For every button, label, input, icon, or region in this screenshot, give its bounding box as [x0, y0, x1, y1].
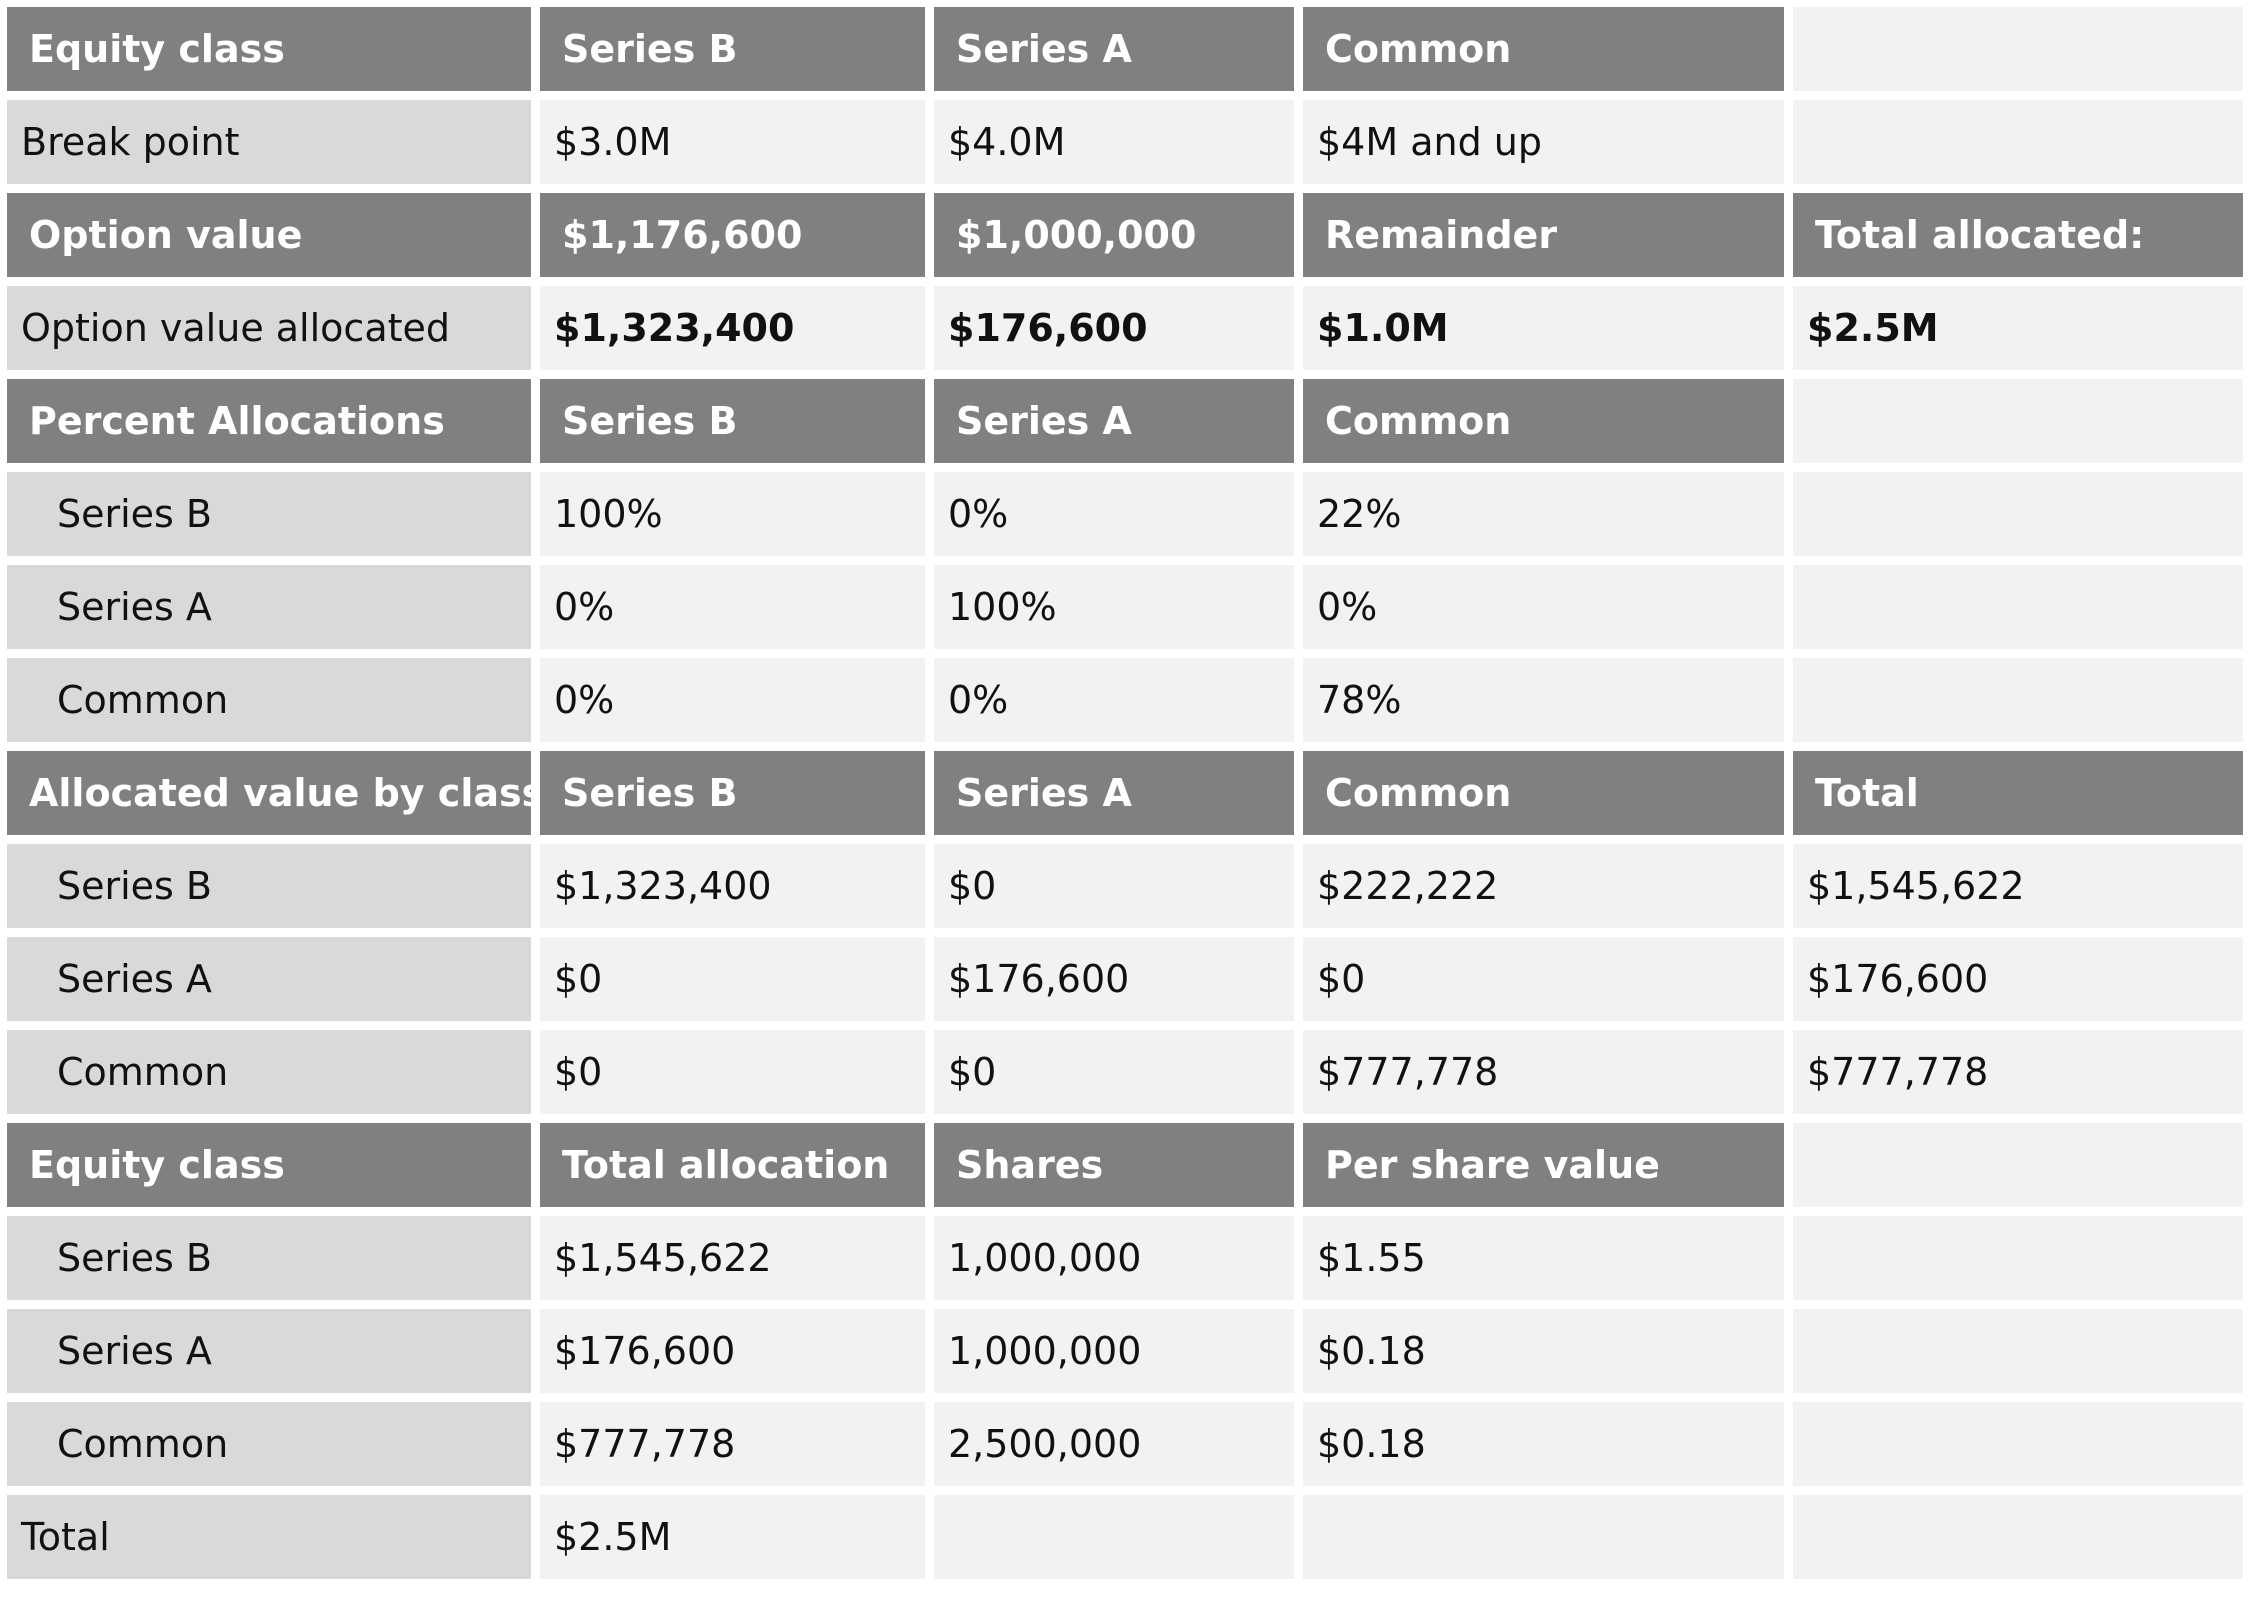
row-label: Series A — [7, 565, 531, 649]
table-cell: $2.5M — [540, 1495, 925, 1579]
table-cell: $176,600 — [1793, 937, 2243, 1021]
header-cell: Total allocated: — [1793, 193, 2243, 277]
row-label: Series B — [7, 472, 531, 556]
table-cell: $0 — [934, 1030, 1294, 1114]
table-cell: $1,545,622 — [1793, 844, 2243, 928]
table-cell: 100% — [934, 565, 1294, 649]
table-cell: $1,545,622 — [540, 1216, 925, 1300]
table-cell: 100% — [540, 472, 925, 556]
table-cell: $3.0M — [540, 100, 925, 184]
table-cell: 1,000,000 — [934, 1216, 1294, 1300]
header-cell: Equity class — [7, 1123, 531, 1207]
empty-cell — [1303, 1495, 1784, 1579]
row-label: Option value allocated — [7, 286, 531, 370]
table-cell: 0% — [540, 565, 925, 649]
table-cell: $176,600 — [934, 286, 1294, 370]
empty-cell — [934, 1495, 1294, 1579]
table-cell: 1,000,000 — [934, 1309, 1294, 1393]
table-cell: $0.18 — [1303, 1309, 1784, 1393]
header-cell: Allocated value by class — [7, 751, 531, 835]
empty-cell — [1793, 379, 2243, 463]
table-cell: $1.55 — [1303, 1216, 1784, 1300]
table-cell: $777,778 — [1303, 1030, 1784, 1114]
row-label: Common — [7, 1402, 531, 1486]
table-cell: $176,600 — [540, 1309, 925, 1393]
table-cell: 0% — [934, 658, 1294, 742]
empty-cell — [1793, 1495, 2243, 1579]
header-cell: Series A — [934, 7, 1294, 91]
row-label: Common — [7, 658, 531, 742]
table-cell: $777,778 — [1793, 1030, 2243, 1114]
header-cell: Common — [1303, 379, 1784, 463]
header-cell: $1,000,000 — [934, 193, 1294, 277]
header-cell: Total allocation — [540, 1123, 925, 1207]
header-cell: Series B — [540, 751, 925, 835]
row-label: Series B — [7, 1216, 531, 1300]
row-label: Total — [7, 1495, 531, 1579]
table-cell: 22% — [1303, 472, 1784, 556]
header-cell: Option value — [7, 193, 531, 277]
empty-cell — [1793, 7, 2243, 91]
table-cell: $4.0M — [934, 100, 1294, 184]
empty-cell — [1793, 1402, 2243, 1486]
header-cell: Equity class — [7, 7, 531, 91]
header-cell: Common — [1303, 7, 1784, 91]
table-cell: 2,500,000 — [934, 1402, 1294, 1486]
header-cell: Series A — [934, 751, 1294, 835]
header-cell: Series B — [540, 379, 925, 463]
header-cell: Per share value — [1303, 1123, 1784, 1207]
row-label: Series A — [7, 1309, 531, 1393]
table-cell: $1.0M — [1303, 286, 1784, 370]
table-cell: $1,323,400 — [540, 844, 925, 928]
header-cell: Total — [1793, 751, 2243, 835]
table-cell: $176,600 — [934, 937, 1294, 1021]
table-cell: 0% — [1303, 565, 1784, 649]
header-cell: Series A — [934, 379, 1294, 463]
empty-cell — [1793, 1309, 2243, 1393]
empty-cell — [1793, 1216, 2243, 1300]
header-cell: Common — [1303, 751, 1784, 835]
header-cell: Series B — [540, 7, 925, 91]
table-cell: $0 — [540, 937, 925, 1021]
table-cell: $777,778 — [540, 1402, 925, 1486]
empty-cell — [1793, 565, 2243, 649]
table-cell: 78% — [1303, 658, 1784, 742]
header-cell: $1,176,600 — [540, 193, 925, 277]
row-label: Common — [7, 1030, 531, 1114]
empty-cell — [1793, 100, 2243, 184]
row-label: Break point — [7, 100, 531, 184]
table-cell: $4M and up — [1303, 100, 1784, 184]
header-cell: Shares — [934, 1123, 1294, 1207]
table-cell: $0.18 — [1303, 1402, 1784, 1486]
table-cell: $0 — [1303, 937, 1784, 1021]
table-cell: $222,222 — [1303, 844, 1784, 928]
table-cell: $0 — [934, 844, 1294, 928]
empty-cell — [1793, 658, 2243, 742]
empty-cell — [1793, 1123, 2243, 1207]
header-cell: Percent Allocations — [7, 379, 531, 463]
table-cell: 0% — [934, 472, 1294, 556]
row-label: Series A — [7, 937, 531, 1021]
table-cell: 0% — [540, 658, 925, 742]
header-cell: Remainder — [1303, 193, 1784, 277]
table-cell: $0 — [540, 1030, 925, 1114]
row-label: Series B — [7, 844, 531, 928]
table-cell: $1,323,400 — [540, 286, 925, 370]
table-cell: $2.5M — [1793, 286, 2243, 370]
empty-cell — [1793, 472, 2243, 556]
